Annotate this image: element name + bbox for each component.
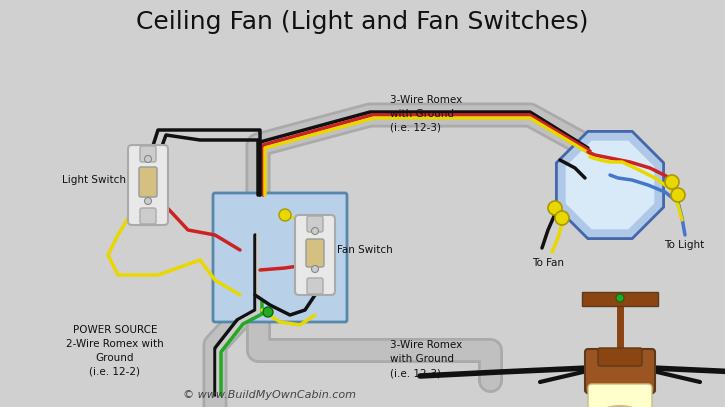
- Circle shape: [671, 188, 685, 202]
- FancyBboxPatch shape: [140, 208, 156, 224]
- Circle shape: [312, 228, 318, 234]
- FancyBboxPatch shape: [213, 193, 347, 322]
- FancyBboxPatch shape: [588, 384, 652, 407]
- FancyBboxPatch shape: [139, 167, 157, 197]
- Text: Light Switch: Light Switch: [62, 175, 126, 185]
- FancyBboxPatch shape: [598, 348, 642, 366]
- Text: To Light: To Light: [664, 240, 704, 250]
- Circle shape: [665, 175, 679, 189]
- FancyBboxPatch shape: [307, 278, 323, 294]
- Circle shape: [548, 201, 562, 215]
- Polygon shape: [556, 131, 663, 239]
- Ellipse shape: [595, 406, 645, 407]
- Circle shape: [312, 265, 318, 273]
- Bar: [582, 292, 658, 306]
- Circle shape: [144, 155, 152, 162]
- FancyBboxPatch shape: [585, 349, 655, 393]
- Circle shape: [144, 197, 152, 204]
- FancyBboxPatch shape: [306, 239, 324, 267]
- Text: 3-Wire Romex
with Ground
(i.e. 12-3): 3-Wire Romex with Ground (i.e. 12-3): [390, 340, 463, 378]
- FancyBboxPatch shape: [128, 145, 168, 225]
- Text: POWER SOURCE
2-Wire Romex with
Ground
(i.e. 12-2): POWER SOURCE 2-Wire Romex with Ground (i…: [66, 325, 164, 377]
- FancyBboxPatch shape: [295, 215, 335, 295]
- Circle shape: [279, 209, 291, 221]
- Text: 3-Wire Romex
with Ground
(i.e. 12-3): 3-Wire Romex with Ground (i.e. 12-3): [390, 95, 463, 133]
- Polygon shape: [566, 141, 655, 230]
- FancyBboxPatch shape: [307, 216, 323, 232]
- Circle shape: [616, 294, 624, 302]
- Circle shape: [263, 307, 273, 317]
- Circle shape: [555, 211, 569, 225]
- FancyBboxPatch shape: [140, 146, 156, 162]
- Text: Fan Switch: Fan Switch: [337, 245, 393, 255]
- Text: Ceiling Fan (Light and Fan Switches): Ceiling Fan (Light and Fan Switches): [136, 10, 588, 34]
- Text: © www.BuildMyOwnCabin.com: © www.BuildMyOwnCabin.com: [183, 390, 357, 400]
- Text: To Fan: To Fan: [532, 258, 564, 268]
